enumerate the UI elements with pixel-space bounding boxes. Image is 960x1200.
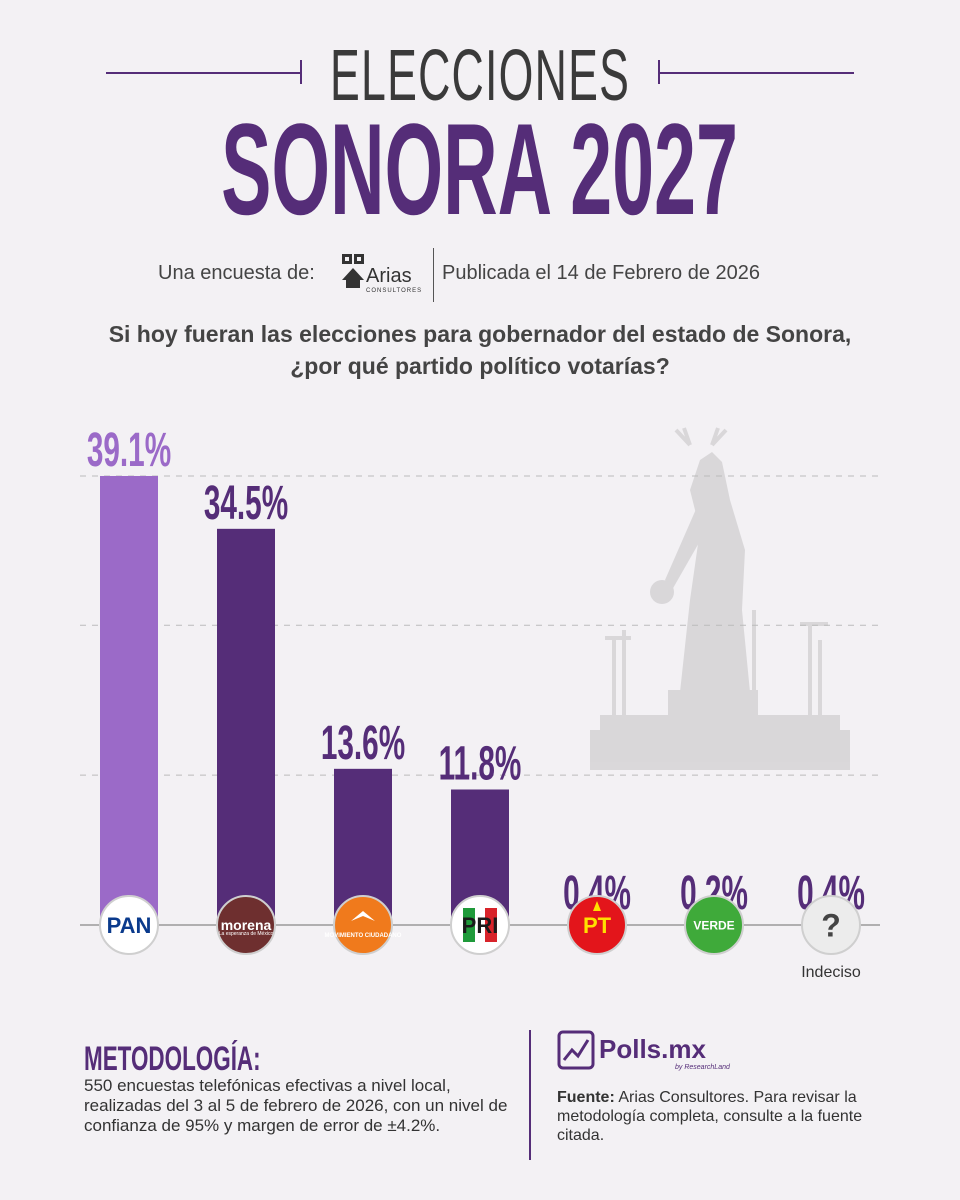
methodology-title: METODOLOGÍA: bbox=[84, 1040, 261, 1078]
party-logo-3: PRI bbox=[450, 895, 510, 955]
party-logo-2: MOVIMIENTO CIUDADANO bbox=[325, 895, 402, 955]
polls-brand: Polls.mx bbox=[599, 1034, 706, 1064]
party-logo-4: PT bbox=[567, 895, 627, 955]
publication-date: Publicada el 14 de Febrero de 2026 bbox=[442, 262, 761, 284]
party-logo-circle-2 bbox=[333, 895, 393, 955]
chart-grid bbox=[80, 475, 880, 776]
chart-value-labels: 39.1%34.5%13.6% 11.8%0.4% 0.2% 0.4% bbox=[87, 424, 865, 920]
party-logo-circle-4 bbox=[567, 895, 627, 955]
pt-star-icon bbox=[593, 901, 601, 911]
title-tick-right bbox=[658, 60, 660, 84]
party-logo-text-3: PRI bbox=[462, 913, 499, 938]
bar-label-1: 34.5% bbox=[204, 477, 288, 530]
party-logo-sub-1: La esperanza de México bbox=[219, 931, 274, 937]
title-top: ELECCIONES bbox=[329, 36, 631, 116]
bar-1 bbox=[217, 528, 275, 925]
methodology-text: 550 encuestas telefónicas efectivas a ni… bbox=[84, 1076, 508, 1135]
source-note: Fuente: Arias Consultores. Para revisar … bbox=[557, 1088, 907, 1145]
party-logo-circle-5 bbox=[684, 895, 744, 955]
party-logo-text-4: PT bbox=[583, 913, 612, 938]
question-line-2: ¿por qué partido político votarías? bbox=[290, 353, 670, 379]
statue-silhouette-icon bbox=[590, 427, 850, 770]
party-logo-circle-0 bbox=[99, 895, 159, 955]
byline: Una encuesta de: Arias CONSULTORES Publi… bbox=[0, 248, 960, 302]
title-rule-left bbox=[106, 72, 302, 74]
polls-mx-logo: Polls.mx by ResearchLand bbox=[557, 1030, 731, 1071]
party-logo-5: VERDE bbox=[684, 895, 744, 955]
polls-chart-icon bbox=[557, 1030, 595, 1070]
pri-green-stripe bbox=[463, 908, 475, 942]
party-logo-text-2: MOVIMIENTO CIUDADANO bbox=[325, 933, 402, 939]
arias-logo-icon: Arias CONSULTORES bbox=[342, 254, 422, 294]
bar-chart: 39.1%34.5%13.6% 11.8%0.4% 0.2% 0.4% PAN more… bbox=[80, 424, 880, 981]
byline-label: Una encuesta de: bbox=[158, 262, 315, 284]
party-logo-text-1: morena bbox=[221, 917, 272, 933]
party-logo-text-5: VERDE bbox=[693, 918, 734, 932]
source-label: Fuente: bbox=[557, 1089, 615, 1106]
party-logo-text-0: PAN bbox=[107, 913, 152, 938]
byline-separator bbox=[433, 248, 434, 302]
chart-bars bbox=[100, 476, 860, 925]
arias-logo-sub: CONSULTORES bbox=[366, 288, 422, 294]
title-tick-left bbox=[300, 60, 302, 84]
bar-label-2: 13.6% bbox=[321, 717, 405, 770]
mc-eagle-icon bbox=[351, 911, 375, 921]
title-rule-right bbox=[658, 72, 854, 74]
footer-separator bbox=[529, 1030, 531, 1160]
party-logo-0: PAN bbox=[99, 895, 159, 955]
party-logo-6: ? bbox=[801, 895, 861, 955]
question-line-1: Si hoy fueran las elecciones para gobern… bbox=[108, 321, 852, 347]
bar-label-3: 11.8% bbox=[439, 737, 522, 790]
bar-label-0: 39.1% bbox=[87, 424, 171, 477]
party-logo-text-6: ? bbox=[821, 908, 841, 944]
pri-red-stripe bbox=[485, 908, 497, 942]
party-logo-circle-1 bbox=[216, 895, 276, 955]
polls-brand-sub: by ResearchLand bbox=[675, 1064, 731, 1071]
party-logo-circle-6 bbox=[801, 895, 861, 955]
arias-logo-name: Arias bbox=[366, 265, 412, 287]
page-title: SONORA 2027 bbox=[221, 96, 739, 242]
survey-question: Si hoy fueran las elecciones para gobern… bbox=[0, 318, 960, 382]
bar-0 bbox=[100, 476, 158, 925]
source-text: Arias Consultores. Para revisar la metod… bbox=[557, 1089, 863, 1144]
undecided-label: Indeciso bbox=[801, 964, 861, 981]
